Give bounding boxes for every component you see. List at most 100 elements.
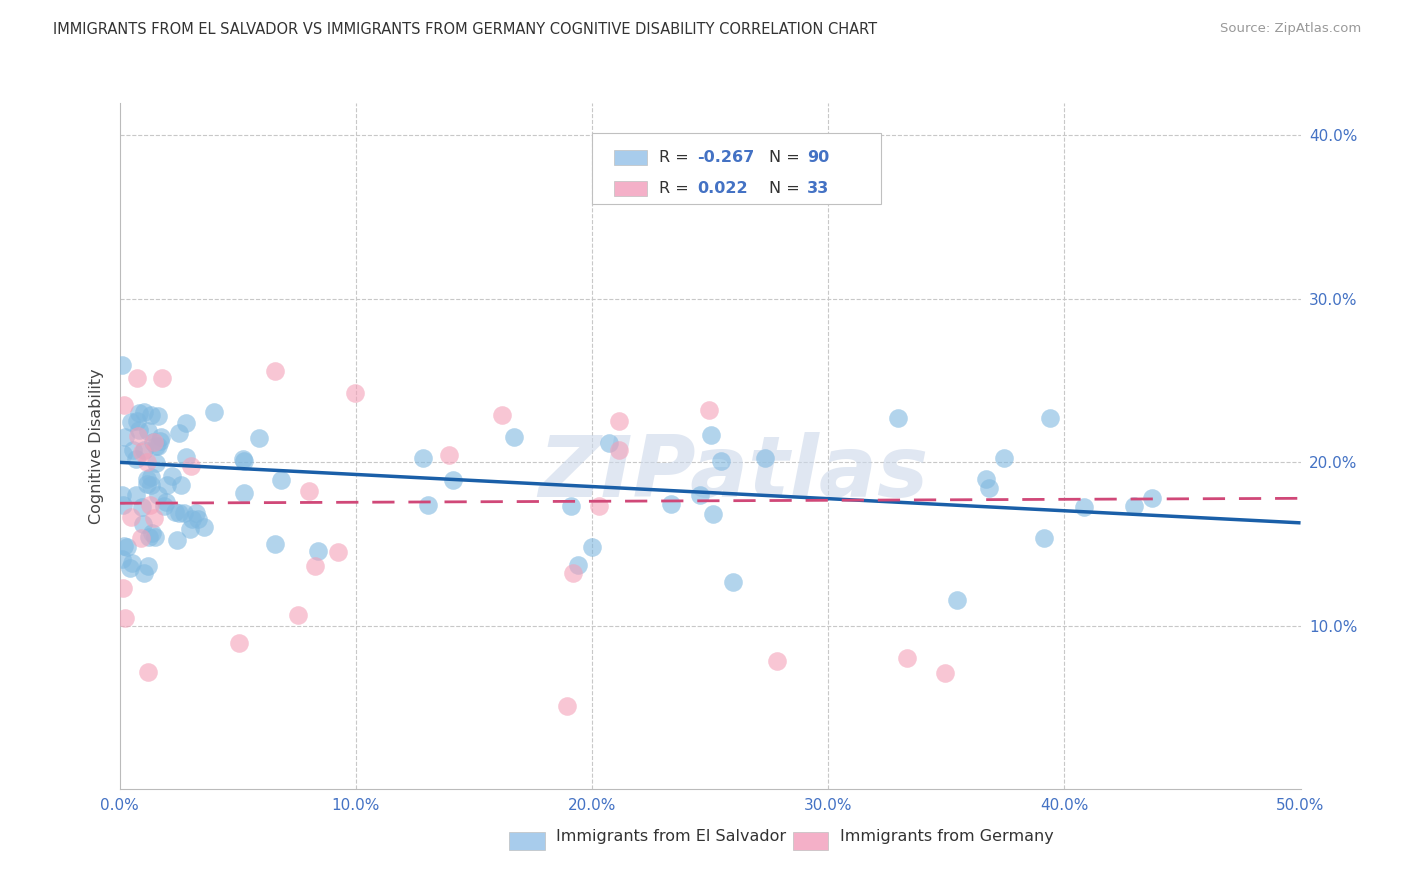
- FancyBboxPatch shape: [614, 181, 647, 196]
- Point: [887, 411, 910, 425]
- Point: [560, 499, 582, 513]
- Point: [977, 481, 1000, 495]
- Point: [131, 500, 153, 515]
- Point: [441, 473, 464, 487]
- Point: [111, 358, 134, 372]
- Point: [562, 566, 585, 581]
- Point: [993, 451, 1015, 466]
- Point: [150, 371, 173, 385]
- FancyBboxPatch shape: [592, 134, 882, 203]
- Point: [607, 413, 630, 427]
- Point: [1032, 531, 1054, 545]
- Point: [721, 574, 744, 589]
- Point: [187, 512, 209, 526]
- Point: [131, 445, 153, 459]
- Point: [264, 364, 287, 378]
- Point: [127, 414, 149, 428]
- Point: [439, 448, 461, 462]
- Point: [202, 404, 225, 418]
- Point: [270, 473, 292, 487]
- Text: Source: ZipAtlas.com: Source: ZipAtlas.com: [1220, 22, 1361, 36]
- Point: [135, 455, 157, 469]
- Point: [136, 472, 159, 486]
- Point: [180, 512, 202, 526]
- Point: [567, 558, 589, 573]
- FancyBboxPatch shape: [614, 150, 647, 165]
- Point: [233, 453, 256, 467]
- Point: [264, 536, 287, 550]
- Point: [111, 552, 134, 566]
- Point: [120, 510, 142, 524]
- Point: [228, 636, 250, 650]
- Point: [127, 429, 149, 443]
- Point: [326, 545, 349, 559]
- Point: [160, 468, 183, 483]
- Point: [491, 409, 513, 423]
- Point: [934, 665, 956, 680]
- Point: [142, 511, 165, 525]
- Text: R =: R =: [659, 150, 695, 165]
- FancyBboxPatch shape: [793, 832, 828, 849]
- Text: -0.267: -0.267: [697, 150, 754, 165]
- Point: [132, 516, 155, 531]
- Point: [232, 452, 254, 467]
- Point: [1039, 411, 1062, 425]
- Y-axis label: Cognitive Disability: Cognitive Disability: [89, 368, 104, 524]
- Text: 0.022: 0.022: [697, 181, 748, 196]
- Point: [702, 508, 724, 522]
- Point: [233, 485, 256, 500]
- Point: [503, 430, 526, 444]
- Point: [112, 539, 135, 553]
- Point: [146, 439, 169, 453]
- Point: [128, 423, 150, 437]
- Point: [176, 450, 198, 465]
- Point: [974, 472, 997, 486]
- Point: [143, 435, 166, 450]
- Point: [112, 447, 135, 461]
- Point: [1140, 491, 1163, 506]
- Point: [141, 408, 163, 422]
- Point: [120, 415, 142, 429]
- Point: [700, 428, 723, 442]
- Point: [139, 498, 162, 512]
- Point: [145, 456, 167, 470]
- Point: [344, 386, 367, 401]
- Point: [149, 430, 172, 444]
- Point: [138, 530, 160, 544]
- Text: IMMIGRANTS FROM EL SALVADOR VS IMMIGRANTS FROM GERMANY COGNITIVE DISABILITY CORR: IMMIGRANTS FROM EL SALVADOR VS IMMIGRANT…: [53, 22, 877, 37]
- Point: [193, 520, 215, 534]
- Point: [125, 451, 148, 466]
- Point: [132, 405, 155, 419]
- Point: [136, 424, 159, 438]
- Point: [710, 454, 733, 468]
- Point: [141, 525, 163, 540]
- Point: [166, 533, 188, 548]
- Text: N =: N =: [769, 181, 806, 196]
- Point: [607, 442, 630, 457]
- Point: [167, 506, 190, 520]
- Point: [115, 541, 138, 555]
- Point: [412, 450, 434, 465]
- Point: [132, 443, 155, 458]
- Point: [588, 499, 610, 513]
- Point: [121, 556, 143, 570]
- Point: [174, 416, 197, 430]
- Text: R =: R =: [659, 181, 695, 196]
- Point: [689, 488, 711, 502]
- Point: [142, 434, 165, 449]
- Point: [118, 560, 141, 574]
- Point: [287, 607, 309, 622]
- Point: [122, 443, 145, 458]
- Point: [697, 403, 720, 417]
- Point: [896, 651, 918, 665]
- Point: [304, 559, 326, 574]
- Point: [139, 478, 162, 492]
- Text: N =: N =: [769, 150, 806, 165]
- Point: [946, 592, 969, 607]
- FancyBboxPatch shape: [509, 832, 544, 849]
- Point: [167, 426, 190, 441]
- Text: Immigrants from El Salvador: Immigrants from El Salvador: [557, 830, 786, 844]
- Point: [765, 654, 787, 668]
- Point: [128, 406, 150, 420]
- Point: [143, 530, 166, 544]
